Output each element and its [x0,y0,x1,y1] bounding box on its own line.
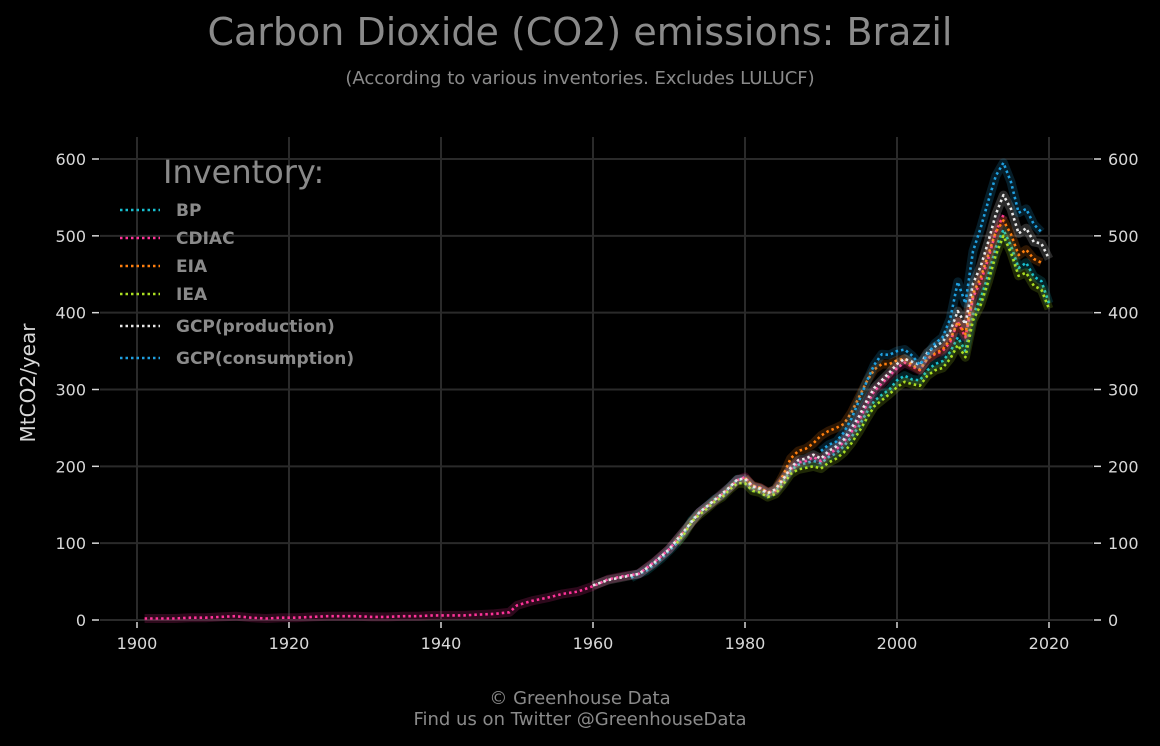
x-tick-label: 1980 [725,634,766,653]
chart-subtitle: (According to various inventories. Exclu… [345,68,815,89]
x-tick-label: 2000 [877,634,918,653]
series-line-cdiac [144,214,1005,620]
y-axis-label: MtCO2/year [16,323,40,443]
footer-twitter: Find us on Twitter @GreenhouseData [413,709,747,730]
legend-label: BP [176,201,201,221]
legend-label: IEA [176,285,208,305]
y-tick-label-left: 500 [55,227,86,246]
y-tick-label-left: 300 [55,381,86,400]
legend-title: Inventory: [163,153,324,191]
chart-title: Carbon Dioxide (CO2) emissions: Brazil [207,10,953,54]
y-tick-label-left: 200 [55,457,86,476]
x-tick-label: 1940 [421,634,462,653]
footer-copyright: © Greenhouse Data [489,688,671,709]
legend-label: CDIAC [176,229,235,249]
x-tick-label: 1920 [269,634,310,653]
y-tick-label-left: 0 [76,611,86,630]
series-line-iea [675,234,1051,545]
y-tick-label-right: 100 [1108,534,1139,553]
y-tick-label-left: 100 [55,534,86,553]
x-tick-label: 1900 [117,634,158,653]
series-line-gcp-consumption- [820,161,1043,453]
y-tick-label-right: 500 [1108,227,1139,246]
legend-label: EIA [176,257,208,277]
legend-label: GCP(consumption) [176,349,354,369]
series-glow [741,216,1044,497]
y-tick-label-left: 400 [55,304,86,323]
y-tick-label-right: 0 [1108,611,1118,630]
legend-label: GCP(production) [176,317,335,337]
series-line-gcp-production- [592,193,1051,587]
x-tick-label: 2020 [1029,634,1070,653]
y-tick-label-right: 300 [1108,381,1139,400]
y-tick-label-right: 200 [1108,457,1139,476]
x-tick-label: 1960 [573,634,614,653]
y-tick-label-left: 600 [55,150,86,169]
y-tick-label-right: 400 [1108,304,1139,323]
y-tick-label-right: 600 [1108,150,1139,169]
series-glow [144,213,1008,623]
